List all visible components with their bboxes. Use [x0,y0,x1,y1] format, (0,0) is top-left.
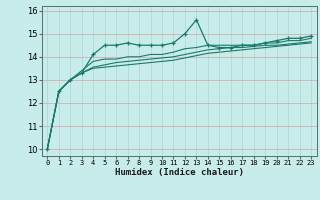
X-axis label: Humidex (Indice chaleur): Humidex (Indice chaleur) [115,168,244,177]
